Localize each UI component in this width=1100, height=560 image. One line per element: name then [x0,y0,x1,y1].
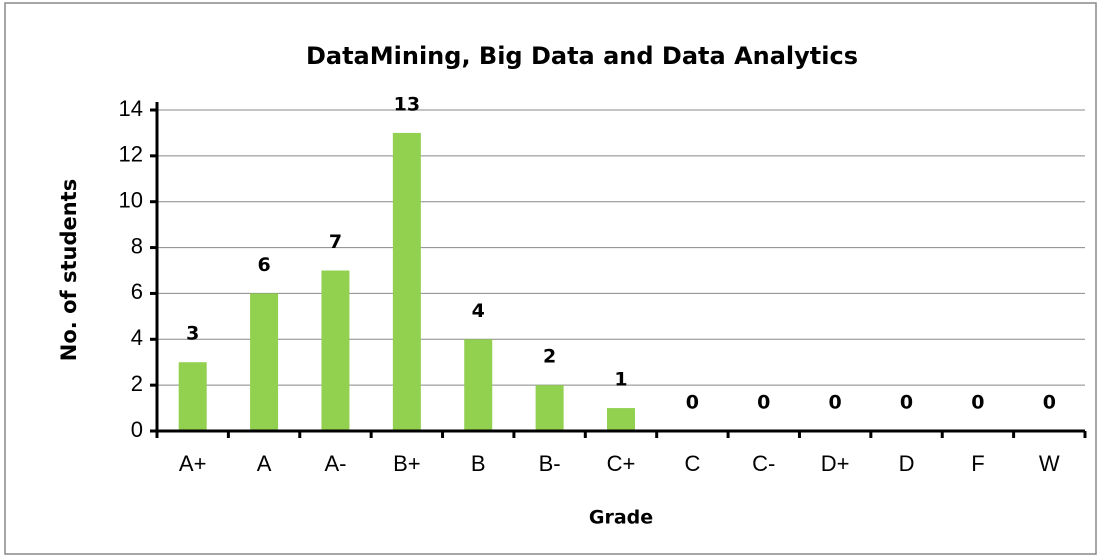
y-tick-label: 10 [119,188,143,213]
x-tick-label: A [257,451,272,476]
data-label: 4 [472,300,485,322]
y-tick-label: 0 [131,417,143,442]
x-tick-label: B+ [393,451,421,476]
y-axis-label: No. of students [57,179,81,361]
x-tick-label: F [971,451,984,476]
bar [464,339,493,431]
bar [250,293,279,431]
bar [321,270,350,431]
data-label: 6 [257,254,270,276]
data-label: 0 [900,392,913,414]
x-tick-label: W [1039,451,1060,476]
y-tick-label: 2 [131,371,143,396]
data-label: 0 [686,392,699,414]
data-label: 0 [757,392,770,414]
x-tick-label: B [471,451,486,476]
x-tick-label: A+ [179,451,207,476]
data-label: 7 [329,231,342,253]
bar [392,132,421,431]
data-label: 1 [614,369,627,391]
bar [607,408,635,431]
data-label: 0 [1043,392,1056,414]
x-tick-label: A- [324,451,346,476]
chart-frame [4,2,1097,555]
bar [535,385,564,431]
x-tick-label: C+ [607,451,636,476]
y-tick-label: 12 [119,142,143,167]
x-tick-label: D [899,451,915,476]
y-tick-label: 6 [131,279,143,304]
x-tick-label: C- [752,451,775,476]
data-label: 2 [543,346,556,368]
y-tick-label: 4 [131,325,143,350]
bar [178,362,207,431]
data-label: 3 [186,323,199,345]
x-tick-label: C [684,451,700,476]
x-tick-label: D+ [821,451,850,476]
data-label: 0 [971,392,984,414]
x-tick-label: B- [539,451,561,476]
y-tick-label: 14 [119,96,143,121]
x-axis-label: Grade [589,507,653,529]
y-tick-label: 8 [131,233,143,258]
data-label: 0 [829,392,842,414]
data-label: 13 [394,93,420,115]
chart-title: DataMining, Big Data and Data Analytics [306,42,858,70]
